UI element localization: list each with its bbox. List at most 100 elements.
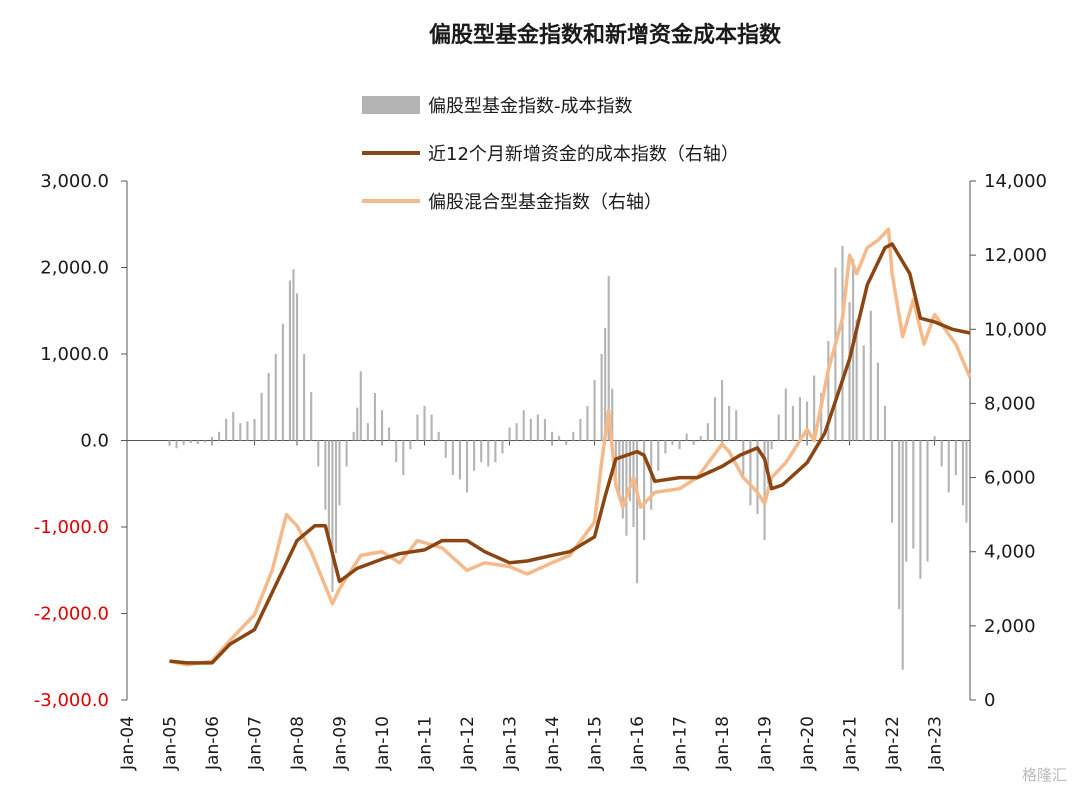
bar (635, 440, 639, 584)
axes: 3,000.0 2,000.0 1,000.0 0.0 -1,000.0 -2,000.0… (34, 171, 1047, 771)
bar (494, 440, 497, 463)
bar (954, 440, 957, 476)
bar (458, 440, 462, 480)
watermark-text: 格隆汇 (1022, 766, 1067, 784)
bar (168, 440, 171, 446)
bar (862, 345, 865, 441)
bar (876, 362, 879, 441)
bar (373, 392, 377, 441)
x-tick-label: Jan-07 (246, 716, 266, 771)
bar (281, 323, 284, 441)
bar (388, 427, 391, 441)
x-tick-label: Jan-15 (586, 716, 606, 771)
bar (529, 418, 532, 441)
bar (303, 354, 306, 441)
x-tick-label: Jan-09 (331, 716, 351, 771)
bar (543, 418, 547, 441)
bar (806, 401, 809, 441)
bar (919, 440, 922, 579)
bar (883, 405, 887, 441)
bar (901, 440, 904, 670)
bar (728, 405, 731, 441)
fund-index-line (169, 227, 972, 667)
bar (210, 437, 214, 441)
bar (607, 276, 610, 441)
bar (678, 440, 681, 450)
bar (834, 267, 837, 441)
x-tick-label: Jan-16 (628, 716, 648, 771)
bar (334, 440, 338, 553)
bar (572, 431, 575, 441)
x-tick-label: Jan-05 (161, 716, 181, 771)
bar (763, 440, 766, 540)
bar (324, 440, 327, 510)
bar (480, 440, 483, 463)
line-series (169, 227, 972, 667)
cost-index-line (169, 242, 971, 665)
bar (359, 371, 362, 441)
bar (473, 440, 476, 471)
bar (508, 427, 511, 441)
chart-title: 偏股型基金指数和新增资金成本指数 (429, 22, 782, 48)
bar (791, 405, 794, 441)
x-tick-label: Jan-18 (713, 716, 733, 771)
bar (671, 440, 674, 445)
bar (487, 440, 490, 467)
bar (196, 440, 199, 444)
bar (720, 379, 724, 441)
bar (416, 414, 419, 441)
bar (356, 407, 359, 441)
bar (827, 341, 830, 441)
right-tick-label: 14,000 (984, 171, 1047, 192)
left-tick-label: -1,000.0 (34, 517, 109, 538)
bar (175, 440, 178, 449)
bar (855, 319, 858, 441)
bar (940, 440, 943, 467)
x-tick-label: Jan-08 (288, 716, 308, 771)
bar (430, 414, 433, 441)
right-tick-label: 10,000 (984, 319, 1047, 340)
x-tick-label: Jan-10 (373, 716, 393, 771)
x-tick-label: Jan-06 (203, 716, 223, 771)
bar (898, 440, 901, 610)
bar (586, 405, 589, 441)
bar (643, 440, 646, 540)
x-tick-label: Jan-12 (458, 716, 478, 771)
x-tick-label: Jan-14 (543, 716, 563, 771)
bar (947, 440, 950, 493)
x-tick-label: Jan-21 (841, 716, 861, 771)
bar (218, 431, 221, 441)
bar (182, 440, 185, 445)
bar (749, 440, 752, 506)
bar (891, 440, 894, 523)
bar (905, 440, 908, 562)
bar (444, 440, 447, 458)
x-tick-label: Jan-13 (501, 716, 521, 771)
bar (274, 354, 277, 441)
x-tick-label: Jan-04 (118, 716, 138, 771)
bar (395, 440, 398, 463)
x-tick-label: Jan-11 (416, 716, 436, 771)
bar (239, 423, 242, 441)
x-tick-label: Jan-22 (883, 716, 903, 771)
bar (926, 440, 929, 562)
legend: 偏股型基金指数-成本指数 近12个月新增资金的成本指数（右轴） 偏股混合型基金指… (362, 96, 739, 213)
legend-label-bar: 偏股型基金指数-成本指数 (428, 96, 633, 117)
bar (664, 440, 667, 454)
bar (288, 280, 291, 441)
bar (579, 418, 582, 441)
x-tick-label: Jan-19 (756, 716, 776, 771)
bar (600, 354, 603, 441)
bar (869, 310, 872, 441)
bar (912, 440, 915, 549)
left-tick-label: 0.0 (80, 431, 109, 452)
bar (203, 440, 206, 443)
x-tick-label: Jan-17 (671, 716, 691, 771)
bar (770, 440, 773, 450)
bar (501, 440, 504, 454)
bar (841, 245, 844, 441)
bar (784, 388, 787, 441)
bar (628, 440, 632, 502)
legend-label-fund: 偏股混合型基金指数（右轴） (428, 192, 662, 213)
